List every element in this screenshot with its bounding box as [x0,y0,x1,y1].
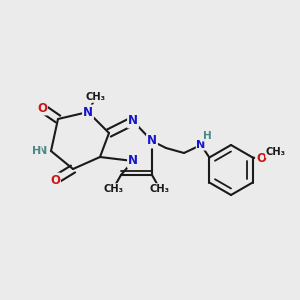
Text: H: H [32,146,41,156]
Text: N: N [147,134,157,148]
Text: N: N [38,146,47,156]
Text: O: O [50,173,60,187]
Text: O: O [37,101,47,115]
Text: CH₃: CH₃ [150,184,170,194]
Text: N: N [196,140,206,150]
Text: H: H [202,131,211,141]
Text: CH₃: CH₃ [86,92,106,102]
Text: N: N [128,115,138,128]
Text: CH₃: CH₃ [266,147,286,157]
Text: N: N [83,106,93,118]
Text: O: O [256,152,266,166]
Text: N: N [128,154,138,167]
Text: CH₃: CH₃ [103,184,123,194]
